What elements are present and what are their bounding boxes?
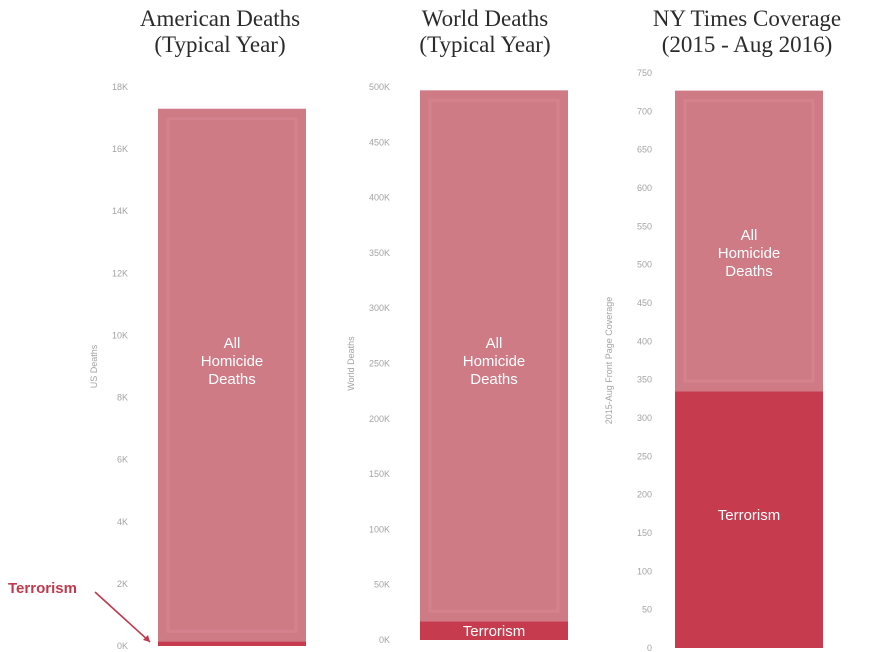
y-tick-label: 300K [369,303,390,313]
y-tick-label: 4K [117,517,128,527]
y-tick-label: 750 [637,68,652,78]
y-tick-label: 0K [379,635,390,645]
homicide-bar-segment [675,90,823,392]
y-tick-label: 10K [112,330,128,340]
y-tick-label: 250K [369,359,390,369]
y-axis-title: 2015-Aug Front Page Coverage [604,297,614,425]
y-tick-label: 0K [117,641,128,651]
terrorism-segment-label: Terrorism [718,507,781,524]
y-tick-label: 700 [637,106,652,116]
y-tick-label: 200K [369,414,390,424]
y-tick-label: 450K [369,137,390,147]
y-tick-label: 2K [117,579,128,589]
homicide-segment-label: All Homicide Deaths [201,335,264,388]
panel-world-deaths: World Deaths (Typical Year) [360,0,610,652]
y-tick-label: 50 [642,605,652,615]
y-tick-label: 250 [637,451,652,461]
y-tick-label: 500 [637,260,652,270]
y-tick-label: 400 [637,336,652,346]
y-tick-label: 100K [369,524,390,534]
bar-inner-outline [683,99,815,383]
y-tick-label: 150K [369,469,390,479]
y-tick-label: 50K [374,580,390,590]
terrorism-bar-segment [158,641,306,646]
y-tick-label: 0 [647,643,652,652]
y-tick-label: 18K [112,82,128,92]
y-tick-label: 6K [117,455,128,465]
homicide-bar-segment [158,108,306,642]
y-tick-label: 450 [637,298,652,308]
y-tick-label: 400K [369,193,390,203]
y-tick-label: 550 [637,221,652,231]
y-tick-label: 350 [637,375,652,385]
y-tick-label: 600 [637,183,652,193]
y-tick-label: 12K [112,268,128,278]
y-tick-label: 200 [637,490,652,500]
homicide-segment-label: All Homicide Deaths [463,335,526,388]
terrorism-bar-segment [420,621,568,640]
y-tick-label: 100 [637,566,652,576]
y-tick-label: 350K [369,248,390,258]
chart-title: World Deaths (Typical Year) [419,6,551,57]
y-tick-label: 500K [369,82,390,92]
chart-title: American Deaths (Typical Year) [139,6,301,57]
terrorism-bar-segment [675,391,823,648]
terrorism-callout: Terrorism [8,580,77,597]
chart-title: NY Times Coverage (2015 - Aug 2016) [652,6,842,57]
homicide-segment-label: All Homicide Deaths [718,227,781,280]
panel-nyt-coverage: NY Times Coverage (2015 - Aug 2016) [612,0,882,652]
y-tick-label: 16K [112,144,128,154]
bar-inner-outline [166,117,298,633]
terrorism-segment-label: Terrorism [463,623,526,640]
panel-american-deaths: American Deaths (Typical Year) [90,0,350,652]
y-tick-label: 650 [637,145,652,155]
y-axis-title: US Deaths [89,344,99,388]
y-tick-label: 8K [117,393,128,403]
y-axis-title: World Deaths [346,336,356,391]
y-tick-label: 150 [637,528,652,538]
y-tick-label: 300 [637,413,652,423]
bar-inner-outline [428,98,560,613]
homicide-bar-segment [420,90,568,622]
y-tick-label: 14K [112,206,128,216]
